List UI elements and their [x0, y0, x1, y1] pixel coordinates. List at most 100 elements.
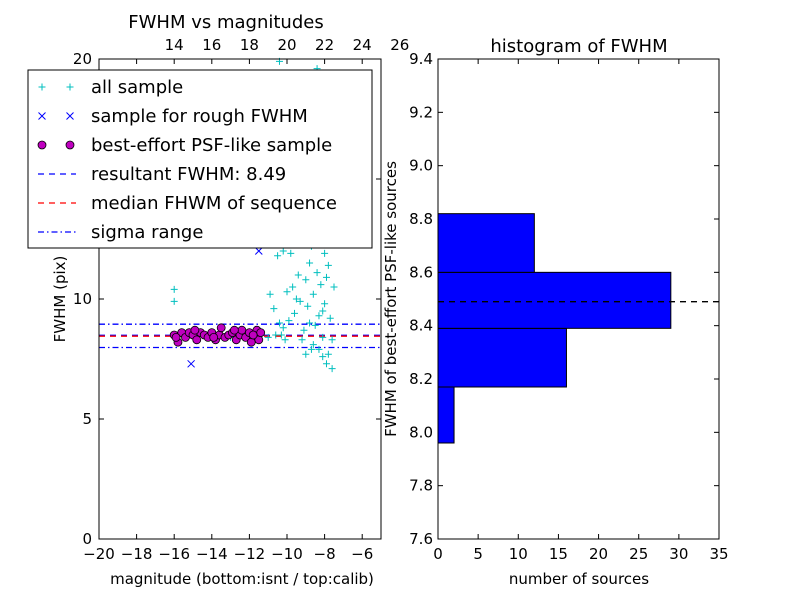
- all-sample-point: [317, 281, 325, 289]
- y-tick-label: 9.0: [409, 157, 433, 175]
- all-sample-point: [292, 295, 300, 303]
- x-tick-label: 15: [549, 545, 568, 563]
- all-sample-point: [322, 360, 330, 368]
- histogram-panel: histogram of FWHM number of sources FWHM…: [382, 36, 729, 588]
- all-sample-point: [311, 321, 319, 329]
- psf-sample-point: [246, 337, 256, 347]
- legend-entries: all sample sample for rough FWHM best-effo…: [37, 77, 337, 243]
- all-sample-point: [274, 252, 282, 260]
- y-tick-label: 9.4: [409, 50, 433, 68]
- rough-fwhm-point: [254, 247, 263, 255]
- all-sample-point: [283, 288, 291, 296]
- x-tick-label: −6: [351, 545, 373, 563]
- all-sample-point: [287, 249, 295, 257]
- all-sample-point: [309, 290, 317, 298]
- all-sample-point: [294, 271, 302, 279]
- all-sample-point: [296, 297, 304, 305]
- x-tick-label: 20: [589, 545, 608, 563]
- histogram-bars: [437, 213, 672, 444]
- psf-sample-point: [209, 332, 219, 342]
- scatter-reference-lines: [99, 323, 381, 349]
- scatter-legend: all sample sample for rough FWHM best-effo…: [27, 69, 373, 249]
- all-sample-point: [307, 345, 315, 353]
- x-tick-label: −12: [234, 545, 266, 563]
- all-sample-point: [319, 333, 327, 341]
- all-sample-point: [322, 273, 330, 281]
- all-sample-point: [330, 283, 338, 291]
- scatter-frame: [98, 58, 382, 540]
- psf-sample-point: [216, 323, 226, 333]
- x-tick-label: −20: [83, 545, 115, 563]
- all-sample-point: [321, 249, 329, 257]
- legend-marker: [38, 83, 46, 91]
- histogram-frame: [437, 58, 720, 540]
- legend-marker: [38, 112, 46, 120]
- y-tick-label: 8.6: [409, 263, 433, 281]
- all-sample-point: [279, 247, 287, 255]
- all-sample-point: [315, 312, 323, 320]
- legend-label: best-effort PSF-like sample: [91, 135, 332, 156]
- y-tick-label: 7.6: [409, 530, 433, 548]
- y-tick-label: 8.2: [409, 370, 433, 388]
- histogram-bar: [437, 327, 567, 388]
- histogram-bar: [437, 271, 672, 329]
- psf-sample-point: [256, 328, 266, 338]
- y-tick-label: 8.0: [409, 423, 433, 441]
- psf-sample-point: [171, 332, 181, 342]
- x-tick-label: 25: [629, 545, 648, 563]
- psf-sample-point: [190, 325, 200, 335]
- y-tick-label: 7.8: [409, 477, 433, 495]
- x-tick-label: 5: [473, 545, 483, 563]
- scatter-y-axis-label: FWHM (pix): [51, 256, 69, 343]
- all-sample-point: [324, 261, 332, 269]
- all-sample-point: [319, 353, 327, 361]
- x-tick-label: −10: [271, 545, 303, 563]
- all-sample-point: [321, 300, 329, 308]
- all-sample-point: [328, 365, 336, 373]
- x-tick-label: 0: [433, 545, 443, 563]
- all-sample-point: [315, 345, 323, 353]
- all-sample-point: [324, 350, 332, 358]
- top-x-tick-label: 24: [353, 36, 372, 54]
- all-sample-point: [289, 283, 297, 291]
- y-tick-label: 9.2: [409, 103, 433, 121]
- all-sample-point: [300, 326, 308, 334]
- x-tick-label: −18: [121, 545, 153, 563]
- all-sample-point: [170, 297, 178, 305]
- all-sample-point: [306, 319, 314, 327]
- histogram-bar: [437, 213, 535, 273]
- all-sample-point: [309, 341, 317, 349]
- all-sample-point: [319, 307, 327, 315]
- all-sample-point: [275, 319, 283, 327]
- legend-box: [27, 69, 373, 249]
- legend-label: sigma range: [91, 222, 203, 243]
- all-sample-point: [326, 314, 334, 322]
- top-x-tick-label: 22: [315, 36, 334, 54]
- all-sample-point: [302, 276, 310, 284]
- all-sample-point: [298, 336, 306, 344]
- histogram-y-axis-label: FWHM of best-effort PSF-like sources: [382, 161, 400, 437]
- all-sample-point: [279, 324, 287, 332]
- all-sample-point: [328, 336, 336, 344]
- legend-label: sample for rough FWHM: [91, 106, 308, 127]
- all-sample-point: [270, 305, 278, 313]
- rough-fwhm-point: [187, 359, 195, 368]
- all-sample-point: [304, 302, 312, 310]
- y-tick-label: 8.8: [409, 210, 433, 228]
- all-sample-point: [277, 331, 285, 339]
- histogram-title: histogram of FWHM: [490, 36, 667, 57]
- all-sample-point: [313, 269, 321, 277]
- all-sample-point: [285, 317, 293, 325]
- top-x-tick-label: 16: [202, 36, 221, 54]
- legend-marker: [66, 112, 74, 120]
- all-sample-point: [291, 309, 299, 317]
- legend-marker: [66, 83, 74, 91]
- legend-label: resultant FWHM: 8.49: [91, 164, 286, 185]
- histogram-bar: [437, 386, 455, 444]
- x-tick-label: −14: [196, 545, 228, 563]
- y-tick-label: 0: [82, 530, 92, 548]
- legend-label: all sample: [91, 77, 183, 98]
- scatter-axis-ticks: −20−18−16−14−12−10−8−6051015201416182022…: [73, 36, 409, 563]
- legend-marker: [65, 140, 75, 150]
- y-tick-label: 20: [73, 50, 92, 68]
